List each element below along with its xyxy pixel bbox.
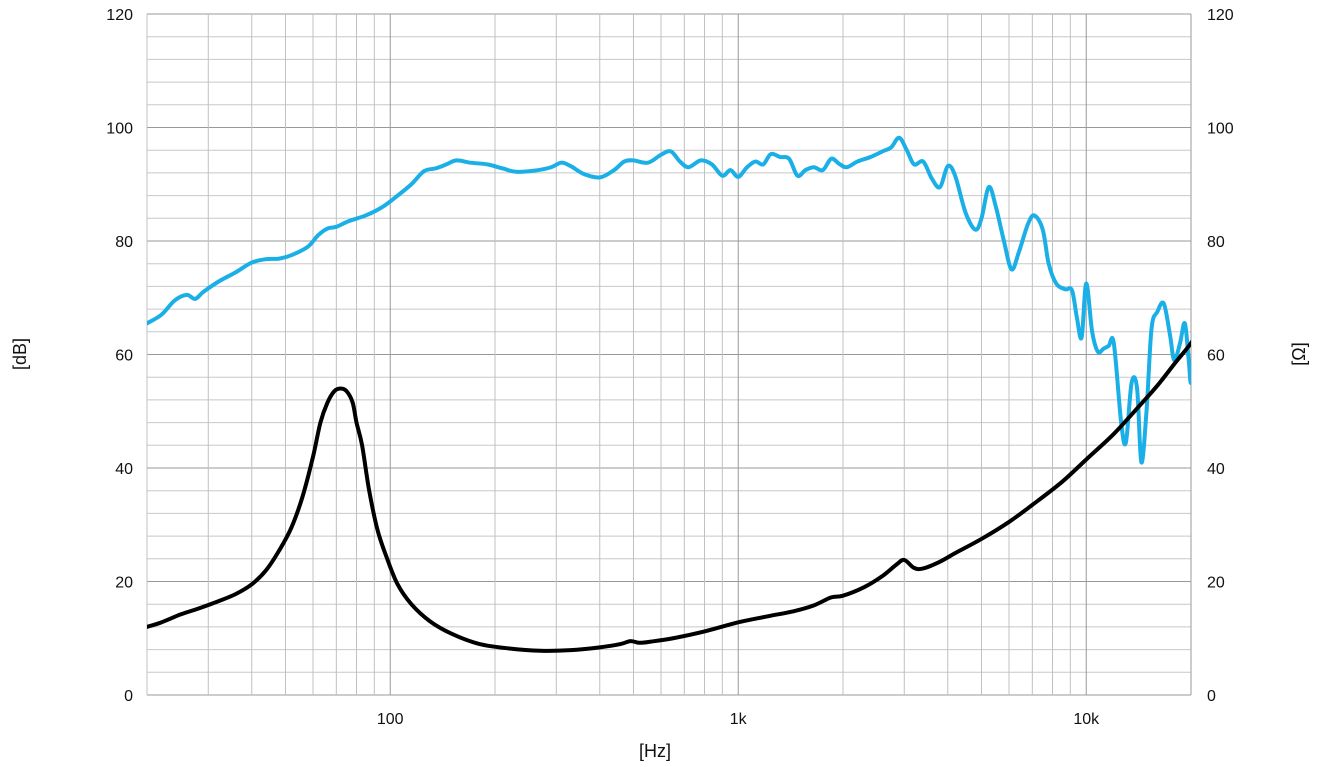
y-axis-title-left: [dB] — [10, 338, 30, 370]
y-tick-label-left: 100 — [106, 121, 133, 138]
y-axis-title-right: [Ω] — [1289, 342, 1309, 365]
x-tick-label: 1k — [730, 711, 748, 728]
right-axis-ticks: 0 20 40 60 80 100 120 — [1207, 7, 1234, 705]
x-tick-label: 10k — [1073, 711, 1100, 728]
y-tick-label-left: 60 — [115, 348, 133, 365]
left-axis-ticks: 0 20 40 60 80 100 120 — [106, 7, 133, 705]
y-tick-label-right: 0 — [1207, 688, 1216, 705]
y-tick-label-right: 60 — [1207, 348, 1225, 365]
y-tick-label-right: 120 — [1207, 7, 1234, 24]
series-layer — [147, 135, 1191, 653]
y-tick-label-left: 120 — [106, 7, 133, 24]
spl-response-line — [147, 135, 1191, 465]
y-tick-label-right: 80 — [1207, 234, 1225, 251]
y-tick-label-right: 100 — [1207, 121, 1234, 138]
y-tick-label-right: 20 — [1207, 575, 1225, 592]
x-tick-label: 100 — [377, 711, 404, 728]
y-tick-label-left: 80 — [115, 234, 133, 251]
x-axis-title: [Hz] — [639, 741, 671, 761]
y-tick-label-left: 40 — [115, 461, 133, 478]
x-axis-ticks: 100 1k 10k — [377, 711, 1100, 728]
y-tick-label-left: 20 — [115, 575, 133, 592]
impedance-line — [147, 339, 1191, 653]
y-tick-label-right: 40 — [1207, 461, 1225, 478]
grid — [146, 13, 1192, 696]
y-tick-label-left: 0 — [124, 688, 133, 705]
